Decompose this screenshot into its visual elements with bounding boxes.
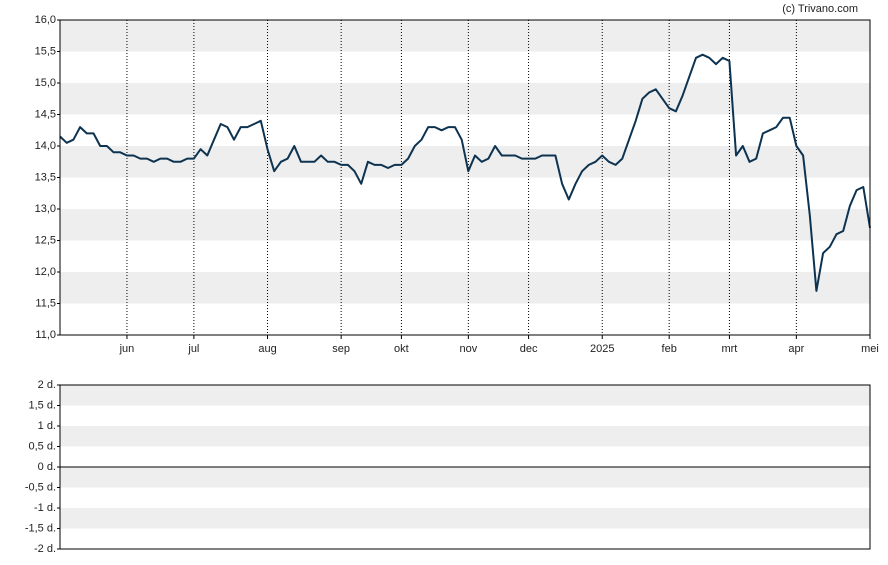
x-tick-label: 2025	[590, 343, 614, 355]
x-tick-label: jun	[119, 343, 135, 355]
y-tick-label: 14,5	[35, 108, 56, 120]
y-tick-label: -2 d.	[34, 543, 56, 555]
y-tick-label: 0,5 d.	[28, 440, 56, 452]
grid-band	[60, 385, 870, 406]
y-tick-label: 13,5	[35, 171, 56, 183]
y-tick-label: 12,5	[35, 234, 56, 246]
x-tick-label: okt	[394, 343, 409, 355]
x-tick-label: nov	[459, 343, 477, 355]
y-tick-label: 15,0	[35, 77, 56, 89]
y-tick-label: -1 d.	[34, 502, 56, 514]
grid-band	[60, 272, 870, 304]
y-tick-label: 14,0	[35, 140, 56, 152]
x-tick-label: sep	[332, 343, 350, 355]
y-tick-label: 0 d.	[38, 461, 56, 473]
x-tick-label: aug	[258, 343, 276, 355]
y-tick-label: 13,0	[35, 203, 56, 215]
y-tick-label: -0,5 d.	[25, 481, 56, 493]
x-tick-label: apr	[788, 343, 804, 355]
x-tick-label: feb	[662, 343, 677, 355]
plot-frame	[59, 384, 871, 550]
y-tick-label: -1,5 d.	[25, 522, 56, 534]
y-tick-label: 11,5	[35, 297, 56, 309]
grid-band	[60, 83, 870, 115]
grid-band	[60, 467, 870, 488]
y-tick-label: 11,0	[35, 329, 56, 341]
y-tick-label: 12,0	[35, 266, 56, 278]
x-tick-label: mrt	[721, 343, 737, 355]
credit: (c) Trivano.com	[782, 3, 858, 15]
grid-band	[60, 508, 870, 529]
grid-band	[60, 426, 870, 447]
y-tick-label: 2 d.	[38, 379, 56, 391]
grid-band	[60, 20, 870, 52]
y-tick-label: 1 d.	[38, 420, 56, 432]
plot-frame	[59, 19, 871, 336]
x-tick-label: dec	[520, 343, 538, 355]
y-tick-label: 15,5	[35, 45, 56, 57]
y-tick-label: 16,0	[35, 14, 56, 26]
x-tick-label: jul	[187, 343, 199, 355]
grid-band	[60, 209, 870, 241]
price-line	[59, 53, 871, 292]
y-tick-label: 1,5 d.	[28, 399, 56, 411]
x-tick-label: mei	[861, 343, 879, 355]
